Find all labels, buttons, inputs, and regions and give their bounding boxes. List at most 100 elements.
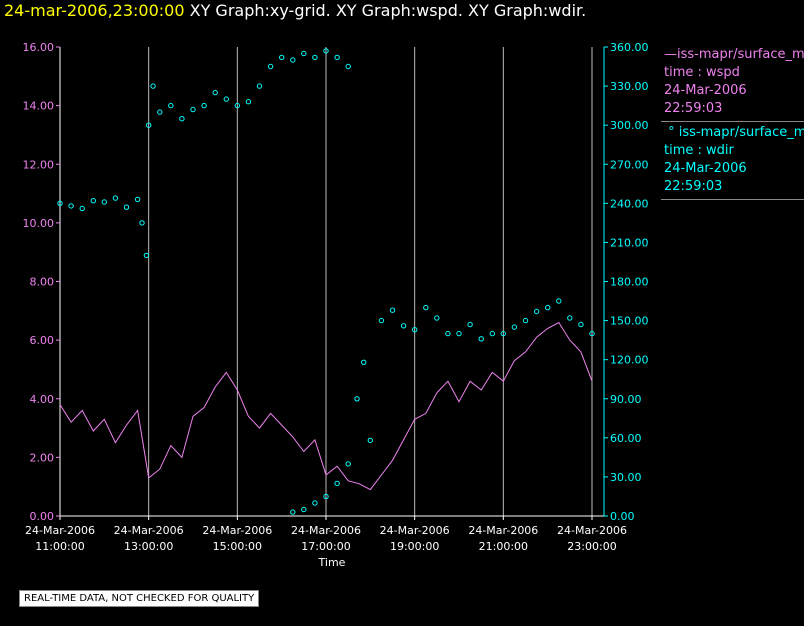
header-timestamp: 24-mar-2006,23:00:00 [4,1,185,20]
wdir-point [556,298,562,304]
x-tick-time: 17:00:00 [301,540,350,553]
wdir-point [146,122,152,128]
left-tick-label: 6.00 [30,334,55,347]
left-tick-label: 10.00 [23,217,55,230]
wdir-point [150,83,156,89]
wdir-point [511,324,518,330]
wdir-point [412,327,418,333]
wdir-point [256,83,263,89]
x-tick-date: 24-Mar-2006 [202,524,272,537]
wdir-point [533,308,540,315]
wdir-point [57,200,63,207]
wdir-point [334,54,340,61]
right-tick-label: 300.00 [610,119,649,132]
wdir-point [500,330,506,337]
wdir-point [312,54,318,61]
wdir-series-points [57,48,595,515]
right-tick-label: 180.00 [610,276,649,289]
wdir-point [323,48,329,54]
header-graphs: XY Graph:xy-grid. XY Graph:wspd. XY Grap… [189,1,587,20]
grid-lines [59,47,593,516]
wdir-point [456,330,462,337]
wdir-point [201,102,207,109]
x-tick-date: 24-Mar-2006 [557,524,627,537]
wdir-point [157,109,163,115]
x-tick-date: 24-Mar-2006 [468,524,538,537]
wdir-point [290,57,296,63]
wdir-point [578,321,584,328]
wdir-point [212,89,218,96]
wspd-series-line [59,321,593,491]
x-axis-label: Time [318,556,346,569]
legend-wdir-time: 22:59:03 [664,179,723,194]
legend-wspd-date: 24-Mar-2006 [664,83,747,98]
wdir-point [567,315,573,321]
wdir-point [139,220,145,226]
wdir-point [334,480,340,487]
wdir-point [245,99,252,105]
wdir-point [190,106,196,113]
left-tick-label: 16.00 [23,41,55,54]
wdir-point [134,196,141,203]
right-tick-label: 150.00 [610,315,649,328]
wdir-point [361,359,367,365]
wdir-point [312,500,318,506]
right-tick-label: 360.00 [610,41,649,54]
qc-notice: REAL-TIME DATA, NOT CHECKED FOR QUALITY [19,590,260,607]
wdir-point [223,96,230,102]
right-tick-label: 90.00 [610,393,642,406]
wdir-point [354,396,360,402]
wdir-point [445,330,451,337]
wdir-point [267,63,274,70]
legend-wdir-name: ° iss-mapr/surface_mapr [664,125,804,140]
right-tick-label: 60.00 [610,432,642,445]
wdir-point [345,461,351,467]
chart-header: 24-mar-2006,23:00:00 XY Graph:xy-grid. X… [4,1,586,20]
wdir-point [79,205,85,212]
legend-wspd-name: —iss-mapr/surface_mapr [664,47,804,62]
wdir-point [489,330,495,337]
right-tick-label: 0.00 [610,510,635,523]
wdir-point [467,321,473,328]
legend-wdir-date: 24-Mar-2006 [664,161,747,176]
wdir-point [389,307,396,313]
x-tick-time: 13:00:00 [124,540,173,553]
wdir-point [290,509,296,515]
wdir-point [589,330,595,337]
left-tick-label: 4.00 [30,393,55,406]
legend-divider [661,121,804,122]
left-axis-ticks: 0.00 2.00 4.00 6.00 8.00 10.00 12.00 14.00 16.00 [23,41,60,523]
wdir-point [545,304,551,311]
legend-wdir-var: time : wdir [664,143,734,158]
x-tick-time: 23:00:00 [567,540,616,553]
x-axis-ticks: 24-Mar-2006 11:00:00 24-Mar-2006 13:00:00 24… [25,516,627,553]
wdir-point [179,116,185,122]
wdir-point [345,63,351,70]
right-tick-label: 270.00 [610,158,649,171]
wdir-point [301,50,307,57]
wdir-point [90,198,97,204]
wdir-point [68,203,74,209]
left-tick-label: 14.00 [23,100,55,113]
x-tick-time: 15:00:00 [213,540,262,553]
wdir-point [378,317,385,324]
right-tick-label: 120.00 [610,354,649,367]
right-tick-label: 240.00 [610,197,649,210]
left-tick-label: 8.00 [30,276,55,289]
legend-wspd-time: 22:59:03 [664,101,723,116]
right-tick-label: 30.00 [610,471,642,484]
wdir-point [168,102,174,109]
x-tick-time: 19:00:00 [390,540,439,553]
wdir-point [101,199,108,205]
legend-divider [661,199,804,200]
left-tick-label: 12.00 [23,158,55,171]
wdir-point [423,304,429,311]
legend-wspd-var: time : wspd [664,65,740,80]
wdir-point [367,437,373,444]
wdir-point [112,195,119,201]
right-tick-label: 330.00 [610,80,649,93]
wdir-point [301,506,307,513]
x-tick-date: 24-Mar-2006 [291,524,361,537]
left-tick-label: 0.00 [30,510,55,523]
